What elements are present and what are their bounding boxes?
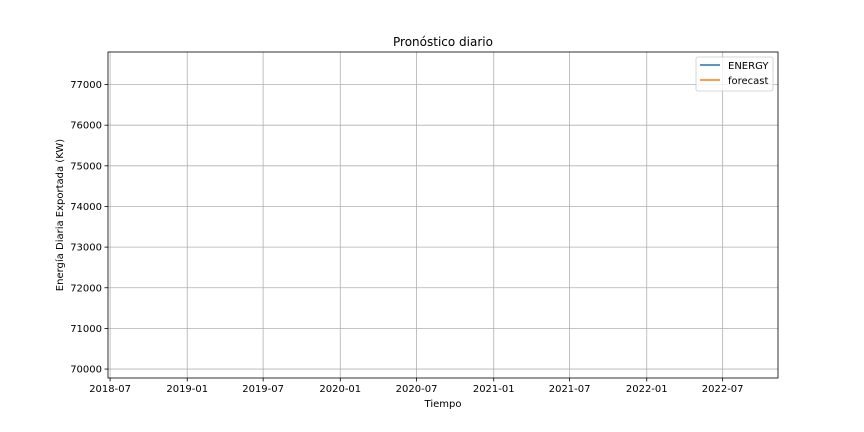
y-axis: 70000 71000 72000 73000 74000 75000 76000 77000 [70,80,108,376]
legend-label-energy: ENERGY [728,61,769,72]
x-tick-label: 2018-07 [89,384,131,395]
y-axis-title: Energía Diaria Exportada (KW) [54,139,66,291]
y-tick-label: 75000 [70,161,102,172]
legend: ENERGY forecast [695,56,774,92]
y-tick-label: 72000 [70,283,102,294]
x-tick-label: 2021-01 [473,384,515,395]
grid [108,52,778,378]
x-tick-label: 2021-07 [549,384,591,395]
x-tick-label: 2019-07 [242,384,284,395]
y-tick-label: 70000 [70,365,102,376]
x-tick-label: 2020-07 [396,384,438,395]
legend-label-forecast: forecast [728,76,769,87]
plot-frame [107,51,779,379]
y-tick-label: 76000 [70,121,102,132]
x-tick-label: 2020-01 [319,384,361,395]
x-tick-label: 2022-01 [626,384,668,395]
y-tick-label: 77000 [70,80,102,91]
x-tick-label: 2019-01 [166,384,208,395]
x-axis-title: Tiempo [424,399,462,410]
chart-title: Pronóstico diario [393,35,493,49]
x-tick-label: 2022-07 [702,384,744,395]
y-tick-label: 71000 [70,324,102,335]
y-tick-label: 74000 [70,202,102,213]
y-tick-label: 73000 [70,243,102,254]
x-axis: 2018-07 2019-01 2019-07 2020-01 2020-07 2021-… [89,378,744,395]
